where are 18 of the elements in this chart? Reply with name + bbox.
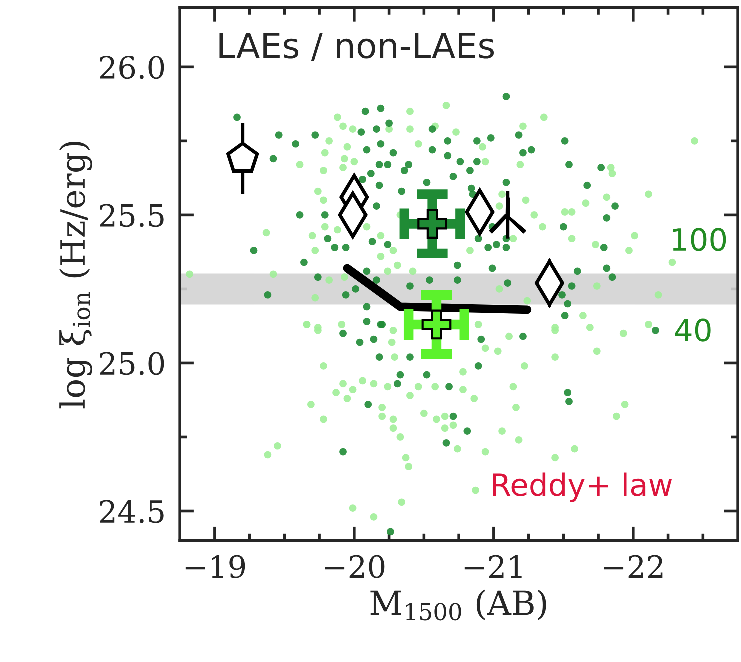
x-tick-label: −22: [604, 555, 663, 578]
x-tick-label: −19: [186, 555, 246, 578]
point: [422, 310, 452, 340]
y-tick-label: 26.0: [100, 56, 164, 80]
annotation: Reddy+ law: [493, 472, 672, 502]
point: [489, 198, 526, 234]
x-tick-label: −20: [325, 555, 385, 578]
annotation: 40: [675, 318, 711, 342]
point: [226, 142, 260, 174]
x-tick-label: −21: [464, 555, 522, 578]
text: LAEs / non-LAEs: [220, 32, 494, 62]
y-tick-label: 25.5: [100, 204, 164, 228]
point: [418, 209, 448, 239]
y-tick-label: 25.0: [100, 352, 164, 376]
y-tick-label: 24.5: [100, 500, 164, 524]
y-axis-title: log ξ$_{ion}$ (Hz/erg): [60, 142, 92, 409]
annotation: 100: [673, 228, 726, 252]
x-axis-title: M$_{1500}$ (AB): [370, 590, 546, 621]
